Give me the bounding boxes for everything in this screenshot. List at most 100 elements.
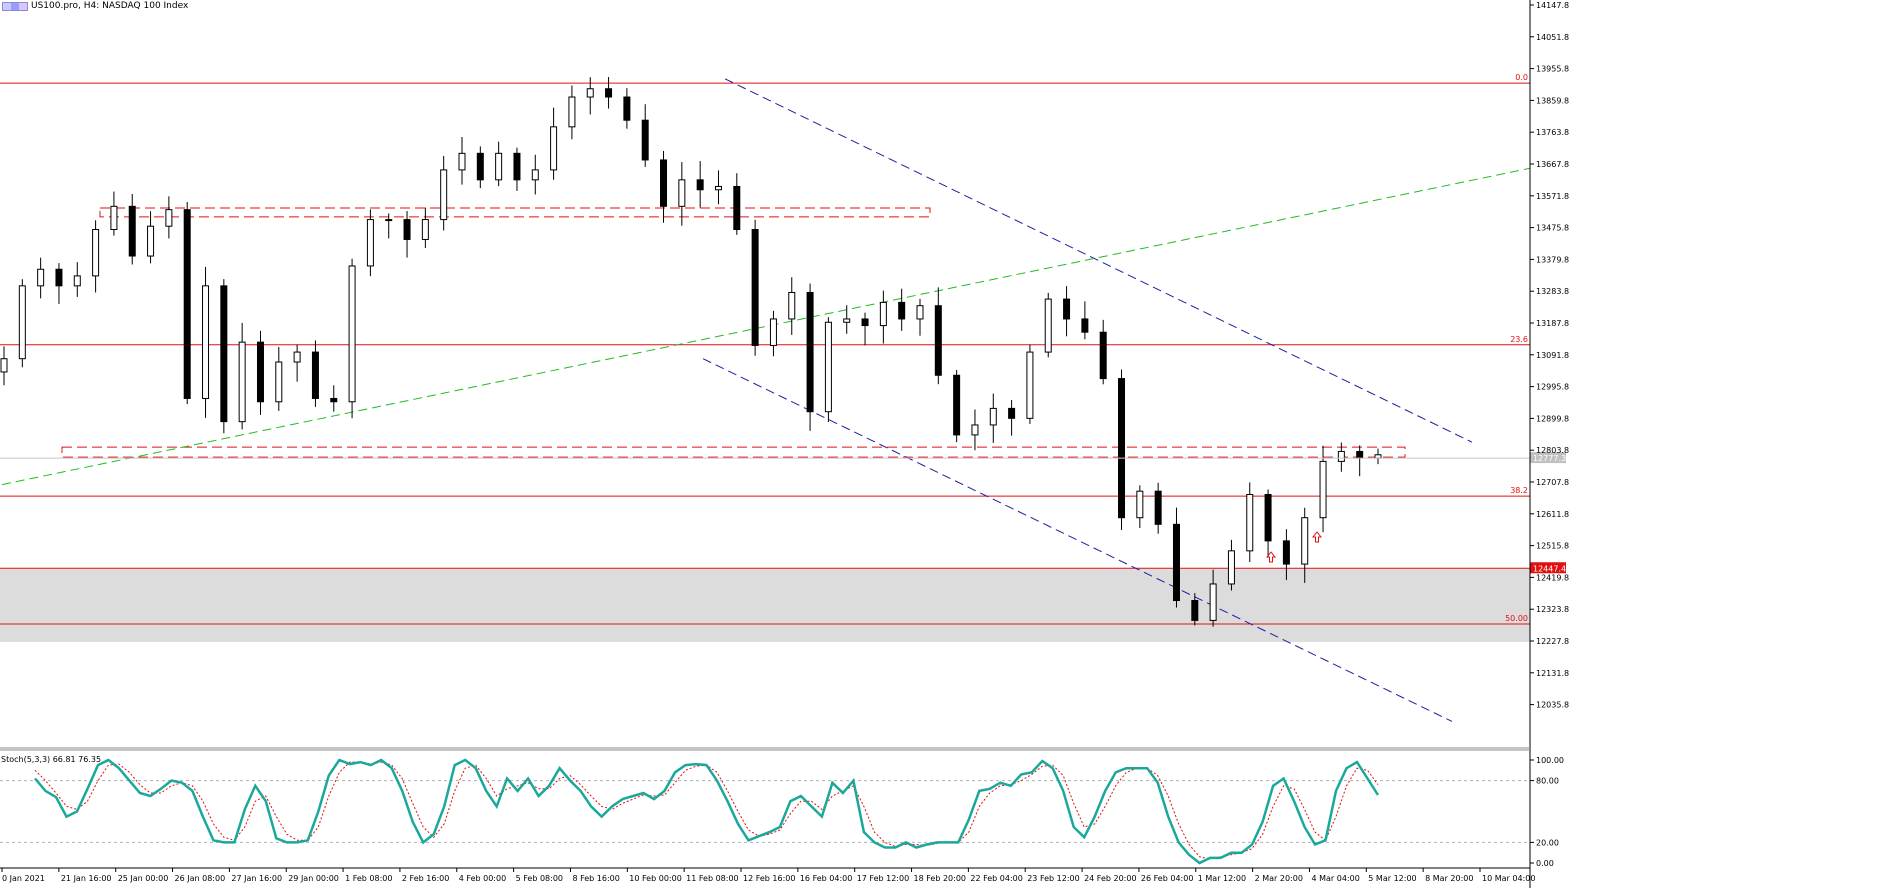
candle-body[interactable] <box>330 397 338 403</box>
candle-body[interactable] <box>311 351 319 399</box>
time-tick-label: 27 Jan 16:00 <box>231 874 282 883</box>
time-tick-label: 5 Mar 12:00 <box>1368 874 1416 883</box>
candle-body[interactable] <box>256 341 264 403</box>
candle-body[interactable] <box>1191 600 1199 621</box>
dashed-resistance-zone[interactable] <box>61 446 1406 458</box>
candle-body[interactable] <box>421 219 429 240</box>
candle-body[interactable] <box>861 318 869 327</box>
candle-body[interactable] <box>183 209 191 399</box>
candle-body[interactable] <box>1319 460 1327 519</box>
candle-body[interactable] <box>550 126 558 171</box>
fib-level-label: 23.6 <box>1510 335 1528 344</box>
candle-body[interactable] <box>275 361 283 403</box>
stoch-tick-label: 20.00 <box>1536 838 1559 847</box>
candle-body[interactable] <box>110 205 118 231</box>
candle-body[interactable] <box>128 205 136 257</box>
candle-body[interactable] <box>440 169 448 221</box>
candle-body[interactable] <box>293 351 301 363</box>
candle-body[interactable] <box>403 219 411 240</box>
trendline-1[interactable] <box>702 358 1453 722</box>
candle-body[interactable] <box>476 152 484 181</box>
candle-body[interactable] <box>605 88 613 98</box>
candle-body[interactable] <box>1337 450 1345 462</box>
candle-body[interactable] <box>1063 298 1071 320</box>
price-tick-label: 13187.8 <box>1536 319 1569 328</box>
candle-body[interactable] <box>568 96 576 128</box>
candle-body[interactable] <box>55 268 63 287</box>
time-tick-label: 17 Feb 12:00 <box>857 874 909 883</box>
current-price-label: 12777.3 <box>1533 454 1566 463</box>
candle-body[interactable] <box>348 265 356 403</box>
candle-body[interactable] <box>147 225 155 257</box>
price-tick-label: 12035.8 <box>1536 701 1569 710</box>
candle-body[interactable] <box>623 96 631 121</box>
candle-body[interactable] <box>1282 540 1290 565</box>
candle-body[interactable] <box>1081 318 1089 333</box>
candle-body[interactable] <box>513 152 521 181</box>
candle-body[interactable] <box>660 159 668 207</box>
trendline-0[interactable] <box>724 78 1473 443</box>
candle-body[interactable] <box>953 374 961 436</box>
candle-body[interactable] <box>385 219 393 222</box>
candle-body[interactable] <box>898 301 906 320</box>
candle-body[interactable] <box>458 152 466 171</box>
candle-body[interactable] <box>989 407 997 426</box>
candle-body[interactable] <box>18 285 26 360</box>
candle-body[interactable] <box>1099 331 1107 380</box>
candle-body[interactable] <box>366 219 374 267</box>
candle-body[interactable] <box>1301 517 1309 565</box>
candle-body[interactable] <box>1227 550 1235 585</box>
candle-body[interactable] <box>934 305 942 376</box>
candle-body[interactable] <box>769 318 777 346</box>
candle-body[interactable] <box>1264 494 1272 542</box>
candle-body[interactable] <box>92 229 100 277</box>
candle-body[interactable] <box>531 169 539 181</box>
candle-body[interactable] <box>1136 490 1144 519</box>
candle-body[interactable] <box>1026 351 1034 419</box>
candle-body[interactable] <box>678 179 686 207</box>
candle-body[interactable] <box>971 424 979 436</box>
candle-body[interactable] <box>733 185 741 231</box>
candle-body[interactable] <box>586 88 594 98</box>
candle-body[interactable] <box>220 285 228 423</box>
time-tick-label: 2 Mar 20:00 <box>1255 874 1303 883</box>
candle-body[interactable] <box>202 285 210 399</box>
candle-body[interactable] <box>696 179 704 191</box>
candle-body[interactable] <box>916 305 924 320</box>
candle-body[interactable] <box>641 119 649 161</box>
candle-body[interactable] <box>1154 490 1162 525</box>
candle-body[interactable] <box>238 341 246 423</box>
price-tick-label: 12995.8 <box>1536 383 1569 392</box>
candle-body[interactable] <box>1209 583 1217 621</box>
candle-body[interactable] <box>495 152 503 181</box>
candle-body[interactable] <box>843 318 851 323</box>
fib-level-label: 50.00 <box>1505 614 1528 623</box>
price-tick-label: 12419.8 <box>1536 573 1569 582</box>
candle-body[interactable] <box>879 301 887 327</box>
candle-body[interactable] <box>0 358 8 373</box>
stoch-signal-line[interactable] <box>34 761 1379 860</box>
time-tick-label: 26 Feb 04:00 <box>1141 874 1193 883</box>
time-tick-label: 10 Feb 00:00 <box>629 874 681 883</box>
candle-body[interactable] <box>806 291 814 413</box>
candle-body[interactable] <box>1008 407 1016 419</box>
candle-body[interactable] <box>824 321 832 413</box>
candle-body[interactable] <box>714 185 722 191</box>
candle-body[interactable] <box>73 275 81 287</box>
price-tick-label: 12515.8 <box>1536 542 1569 551</box>
candle-body[interactable] <box>1118 378 1126 519</box>
candle-body[interactable] <box>788 291 796 320</box>
chart-header: US100.pro, H4: NASDAQ 100 Index <box>2 0 188 12</box>
candle-body[interactable] <box>751 229 759 346</box>
dashed-resistance-zone[interactable] <box>99 207 931 218</box>
candle-body[interactable] <box>1356 450 1364 459</box>
up-arrow-marker <box>1311 531 1323 543</box>
candle-body[interactable] <box>1246 494 1254 552</box>
stoch-main-line[interactable] <box>34 758 1380 865</box>
candle-body[interactable] <box>1172 523 1180 602</box>
trendline-2[interactable] <box>1 167 1531 486</box>
candle-body[interactable] <box>37 268 45 287</box>
candle-body[interactable] <box>1044 298 1052 353</box>
candle-body[interactable] <box>165 209 173 227</box>
